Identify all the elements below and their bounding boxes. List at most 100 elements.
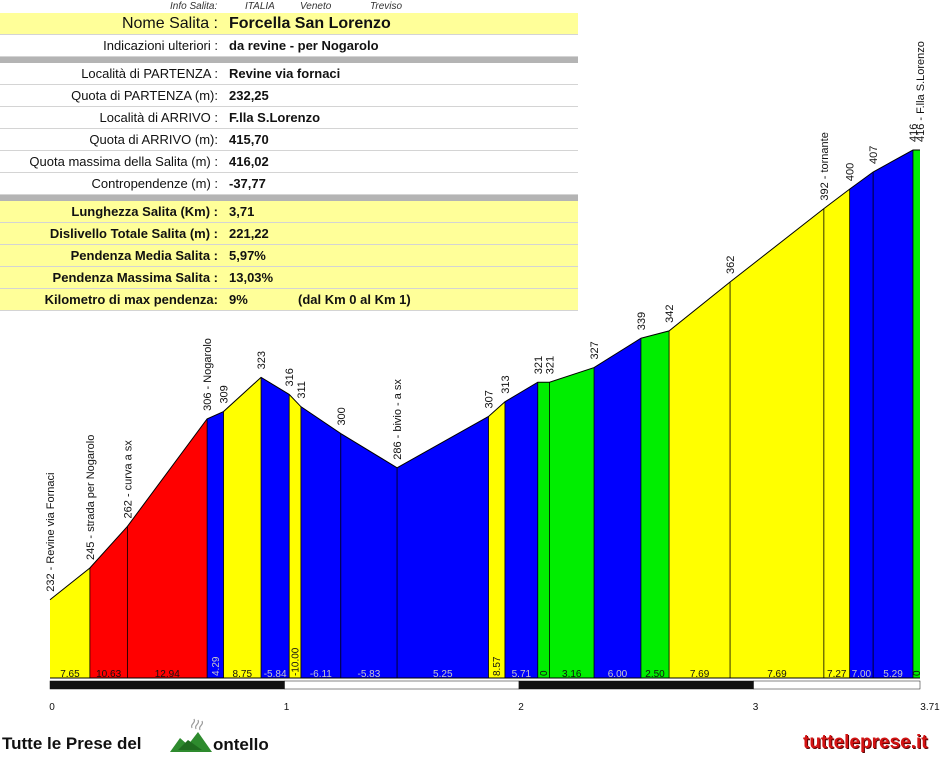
profile-segment-2 xyxy=(89,526,128,678)
quota-max-value: 416,02 xyxy=(229,154,269,169)
profile-lines xyxy=(49,149,920,678)
row-quota-partenza: Quota di PARTENZA (m): 232,25 xyxy=(0,85,578,107)
pendenza-media-value: 5,97% xyxy=(229,248,266,263)
gradient-label-11: 8.57 xyxy=(492,656,503,676)
km-tick-label-2: 1 xyxy=(284,702,290,713)
lunghezza-value: 3,71 xyxy=(229,204,255,219)
profile-segment-15 xyxy=(594,338,641,678)
profile-segment-18 xyxy=(730,208,824,678)
pendenza-massima-label: Pendenza Massima Salita : xyxy=(52,270,218,285)
km-tick-label-4: 3 xyxy=(753,702,759,713)
row-partenza: Località di PARTENZA : Revine via fornac… xyxy=(0,63,578,85)
profile-segment-12 xyxy=(504,382,538,678)
row-nome-salita: Nome Salita : Forcella San Lorenzo xyxy=(0,13,578,35)
site-url: tutteleprese.it xyxy=(803,732,928,753)
gradient-label-17: 7.69 xyxy=(690,669,710,680)
quota-arrivo-label: Quota di ARRIVO (m): xyxy=(89,132,218,147)
altitude-label-20: 400 xyxy=(845,163,857,181)
nome-salita-value: Forcella San Lorenzo xyxy=(229,15,391,32)
gradient-label-6: -5.84 xyxy=(264,669,287,680)
altitude-label-14: 321 xyxy=(544,356,556,374)
gradient-label-22: 0 xyxy=(912,670,923,676)
contropendenze-label: Contropendenze (m) : xyxy=(91,176,218,191)
arrivo-value: F.lla S.Lorenzo xyxy=(229,110,321,125)
profile-segment-11 xyxy=(488,401,505,678)
partenza-label: Località di PARTENZA : xyxy=(81,66,218,81)
km-tick-label-3: 2 xyxy=(518,702,524,713)
altitude-label-16: 339 xyxy=(636,312,648,330)
row-pendenza-media: Pendenza Media Salita : 5,97% xyxy=(0,245,578,267)
nome-salita-label: Nome Salita : xyxy=(121,15,218,32)
row-quota-arrivo: Quota di ARRIVO (m): 415,70 xyxy=(0,129,578,151)
altitude-label-8: 311 xyxy=(296,381,308,399)
profile-segment-9 xyxy=(340,433,398,678)
row-contropendenze: Contropendenze (m) : -37,77 xyxy=(0,173,578,195)
gradient-label-19: 7.27 xyxy=(827,669,847,680)
km-bar-1 xyxy=(49,680,285,690)
row-indicazioni: Indicazioni ulteriori : da revine - per … xyxy=(0,35,578,57)
quota-max-label: Quota massima della Salita (m) : xyxy=(29,154,218,169)
mountain-icon xyxy=(170,718,212,752)
profile-segment-17 xyxy=(669,282,731,678)
km-tick-label-1: 0 xyxy=(49,702,55,713)
gradient-label-8: -6.11 xyxy=(310,669,332,680)
gradient-label-13: 0 xyxy=(539,670,550,676)
row-dislivello: Dislivello Totale Salita (m) : 221,22 xyxy=(0,223,578,245)
altitude-label-5: 309 xyxy=(219,385,231,403)
pendenza-massima-value: 13,03% xyxy=(229,270,274,285)
profile-segment-8 xyxy=(300,406,341,678)
profile-outline xyxy=(49,149,920,601)
gradient-label-18: 7.69 xyxy=(767,669,787,680)
km-tick-label-5: 3.71 xyxy=(920,702,940,713)
altitude-label-7: 316 xyxy=(284,368,296,386)
km-max-pendenza-value: 9% xyxy=(229,292,248,307)
row-arrivo: Località di ARRIVO : F.lla S.Lorenzo xyxy=(0,107,578,129)
profile-segment-21 xyxy=(873,150,913,678)
row-quota-max: Quota massima della Salita (m) : 416,02 xyxy=(0,151,578,173)
altitude-label-10: 286 - bivio - a sx xyxy=(392,379,404,460)
dislivello-label: Dislivello Totale Salita (m) : xyxy=(49,226,218,241)
montello-logo: ontello xyxy=(170,718,269,754)
climb-info-table: Nome Salita : Forcella San Lorenzo Indic… xyxy=(0,13,578,311)
altitude-label-15: 327 xyxy=(589,341,601,359)
gradient-label-9: -5.83 xyxy=(358,669,381,680)
km-axis: 0 1 2 3 3.71 xyxy=(49,677,940,713)
gradient-label-20: 7.00 xyxy=(852,669,872,680)
km-bar-2 xyxy=(284,680,520,690)
gradient-label-16: 2.50 xyxy=(645,669,665,680)
profile-segment-5 xyxy=(223,377,262,678)
quota-partenza-label: Quota di PARTENZA (m): xyxy=(71,88,218,103)
gradient-label-1: 7.65 xyxy=(60,669,80,680)
pendenza-media-label: Pendenza Media Salita : xyxy=(70,248,218,263)
altitude-label-13: 321 xyxy=(533,356,545,374)
altitude-labels: 232 - Revine via Fornaci 245 - strada per… xyxy=(45,41,927,592)
gradient-label-10: 5.25 xyxy=(433,669,453,680)
profile-segment-22 xyxy=(912,150,920,678)
altitude-label-6: 323 xyxy=(256,351,268,369)
altitude-label-12: 313 xyxy=(500,375,512,393)
gradient-labels: 7.65 10.63 12.94 4.29 8.75 -5.84 -10.00 -6.11 -5… xyxy=(60,647,923,680)
altitude-label-22: 416 xyxy=(908,124,920,142)
separator xyxy=(0,57,578,63)
profile-segment-19 xyxy=(823,189,850,678)
quota-arrivo-value: 415,70 xyxy=(229,132,269,147)
profile-segment-16 xyxy=(640,330,670,678)
dislivello-value: 221,22 xyxy=(229,226,269,241)
lunghezza-label: Lunghezza Salita (Km) : xyxy=(71,204,218,219)
profile-segment-6 xyxy=(261,377,290,678)
partenza-value: Revine via fornaci xyxy=(229,66,341,81)
row-pendenza-massima: Pendenza Massima Salita : 13,03% xyxy=(0,267,578,289)
km-bar-3 xyxy=(518,680,754,690)
info-header: Info Salita: ITALIA Veneto Treviso xyxy=(0,0,580,14)
info-salita-label: Info Salita: xyxy=(170,1,218,12)
gradient-label-4: 4.29 xyxy=(211,656,222,676)
altitude-label-4: 306 - Nogarolo xyxy=(202,338,214,411)
gradient-label-2: 10.63 xyxy=(96,669,121,680)
altitude-label-21: 407 xyxy=(868,146,880,164)
profile-segment-14 xyxy=(549,367,595,678)
profile-segment-10 xyxy=(397,416,489,678)
altitude-label-9: 300 xyxy=(336,407,348,425)
region-value: Veneto xyxy=(300,1,332,12)
indicazioni-label: Indicazioni ulteriori : xyxy=(103,38,218,53)
